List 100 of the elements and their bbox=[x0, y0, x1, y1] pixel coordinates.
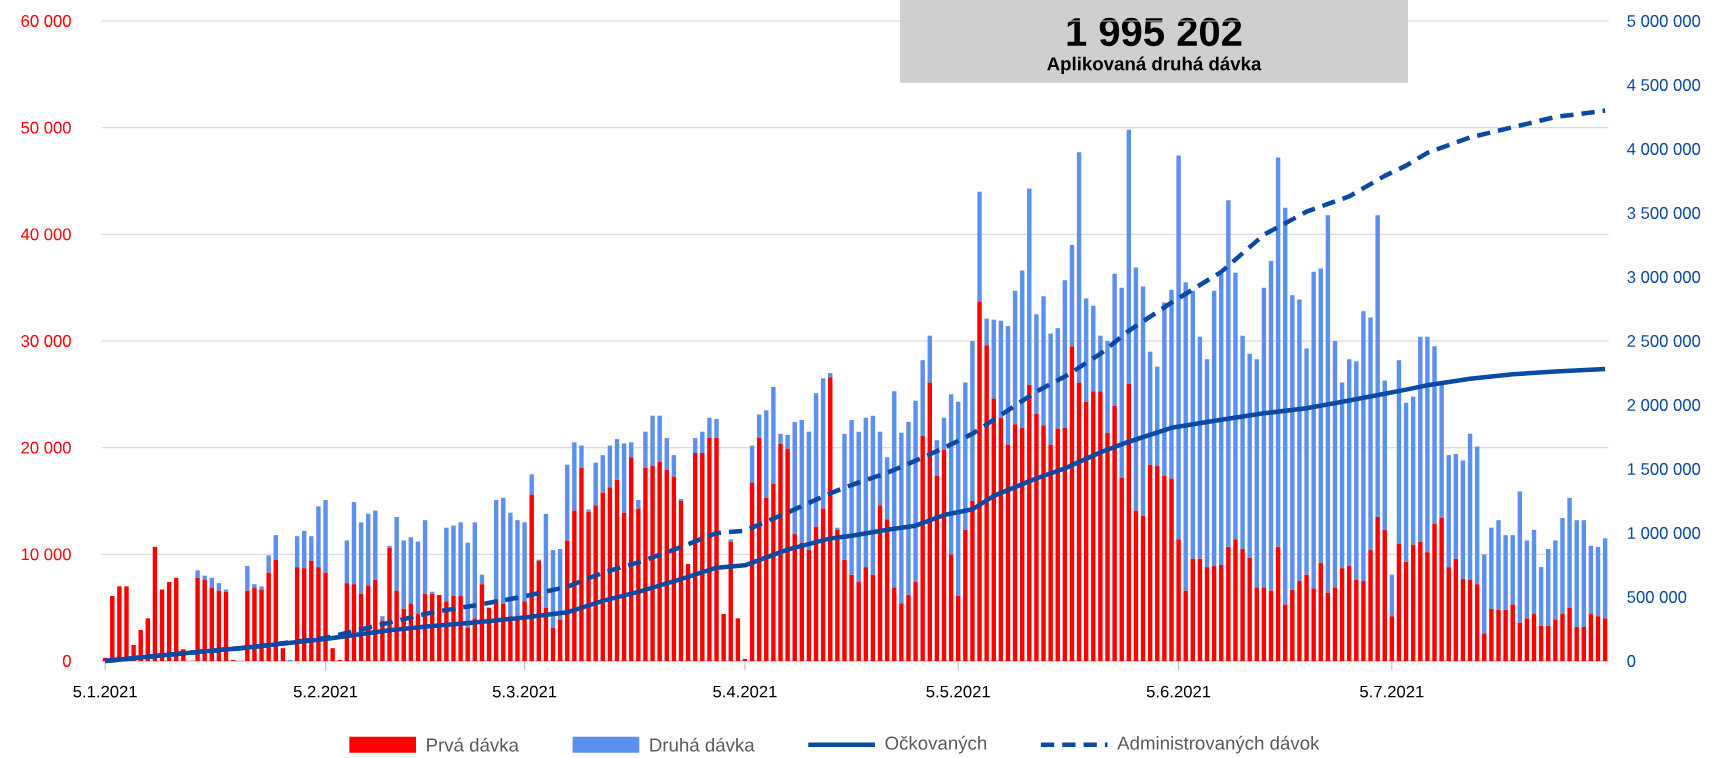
bar bbox=[245, 566, 250, 591]
bar bbox=[1546, 625, 1551, 661]
bar bbox=[636, 508, 641, 661]
bar bbox=[1332, 587, 1338, 661]
bar bbox=[863, 567, 869, 661]
bar bbox=[1112, 273, 1117, 407]
bar bbox=[1439, 383, 1444, 519]
bar bbox=[294, 536, 300, 568]
bar bbox=[1460, 578, 1466, 661]
bar bbox=[714, 438, 719, 661]
y-tick-label: 30 000 bbox=[21, 335, 71, 347]
bar bbox=[1219, 565, 1224, 661]
bar bbox=[643, 431, 648, 468]
bar bbox=[1510, 535, 1515, 605]
bar bbox=[579, 467, 584, 661]
bar bbox=[586, 511, 591, 661]
bar bbox=[856, 582, 861, 661]
bar bbox=[401, 540, 406, 609]
bar bbox=[629, 442, 634, 458]
bar bbox=[1325, 215, 1331, 593]
bar bbox=[1602, 618, 1608, 661]
bar bbox=[1339, 568, 1345, 661]
bar bbox=[1538, 567, 1544, 626]
x-tick-label: 5.1.2021 bbox=[73, 685, 137, 698]
bar bbox=[1226, 200, 1231, 547]
bar bbox=[650, 465, 655, 661]
bar bbox=[316, 506, 321, 568]
bar bbox=[778, 433, 783, 444]
y-tick-label: 0 bbox=[62, 655, 71, 667]
bar bbox=[543, 513, 549, 608]
bar bbox=[1418, 541, 1423, 661]
bar bbox=[842, 433, 847, 560]
bar bbox=[273, 535, 278, 560]
bar bbox=[1581, 626, 1586, 661]
bar bbox=[1503, 535, 1508, 610]
bar bbox=[1432, 523, 1437, 661]
bar bbox=[700, 453, 705, 661]
bar bbox=[913, 582, 918, 661]
bar bbox=[365, 513, 371, 586]
y2-tick-label: 2 500 000 bbox=[1627, 335, 1701, 347]
bar bbox=[1588, 545, 1594, 615]
bar bbox=[927, 335, 932, 383]
bar bbox=[1425, 552, 1430, 661]
bar bbox=[906, 422, 911, 595]
bar bbox=[1169, 289, 1174, 479]
bar bbox=[302, 530, 307, 569]
bar bbox=[1489, 527, 1494, 609]
bar bbox=[991, 319, 996, 399]
bar bbox=[323, 572, 328, 661]
x-tick-label: 5.6.2021 bbox=[1146, 685, 1211, 698]
bar bbox=[778, 443, 783, 661]
bar bbox=[202, 575, 207, 580]
bar bbox=[1425, 336, 1430, 553]
bar bbox=[842, 559, 847, 661]
bar bbox=[529, 494, 534, 661]
bar bbox=[195, 570, 200, 578]
bar bbox=[1553, 619, 1558, 661]
bar bbox=[1105, 432, 1110, 661]
bar bbox=[1460, 460, 1466, 579]
bar bbox=[1247, 557, 1252, 661]
bar bbox=[984, 345, 989, 661]
bar bbox=[1176, 539, 1181, 661]
bar bbox=[508, 616, 513, 661]
bar bbox=[1524, 618, 1530, 661]
bar bbox=[728, 539, 733, 542]
bar bbox=[309, 560, 314, 661]
bar bbox=[1226, 546, 1231, 661]
bar bbox=[387, 547, 392, 661]
bar bbox=[920, 435, 925, 661]
bar bbox=[458, 595, 463, 661]
bar bbox=[1410, 544, 1416, 661]
y2-tick-label: 0 bbox=[1627, 655, 1636, 667]
bar bbox=[970, 341, 975, 501]
bar bbox=[387, 545, 392, 548]
annotation: Aplikovaná druhá dávka bbox=[1047, 56, 1262, 75]
bar bbox=[1553, 540, 1558, 620]
bar bbox=[1098, 335, 1103, 392]
bar bbox=[906, 594, 911, 661]
y2-tick-label: 5 000 000 bbox=[1627, 15, 1701, 27]
bar bbox=[1233, 272, 1238, 540]
bar bbox=[835, 529, 840, 661]
bar bbox=[920, 360, 925, 436]
bar bbox=[1396, 543, 1402, 661]
x-tick-label: 5.5.2021 bbox=[926, 685, 990, 698]
legend-label: Očkovaných bbox=[885, 735, 987, 754]
bar bbox=[1496, 520, 1501, 610]
bar bbox=[1034, 314, 1039, 414]
bar bbox=[579, 445, 584, 468]
bar bbox=[216, 583, 222, 591]
bar bbox=[1162, 302, 1167, 476]
bar bbox=[373, 510, 378, 580]
bar bbox=[948, 554, 954, 661]
bar bbox=[1595, 616, 1601, 661]
bar bbox=[621, 443, 627, 513]
bar bbox=[849, 574, 854, 661]
bar bbox=[586, 509, 591, 512]
y-tick-label: 50 000 bbox=[21, 121, 71, 134]
bar bbox=[899, 432, 904, 604]
bar bbox=[1204, 567, 1210, 661]
bar bbox=[1581, 520, 1586, 627]
